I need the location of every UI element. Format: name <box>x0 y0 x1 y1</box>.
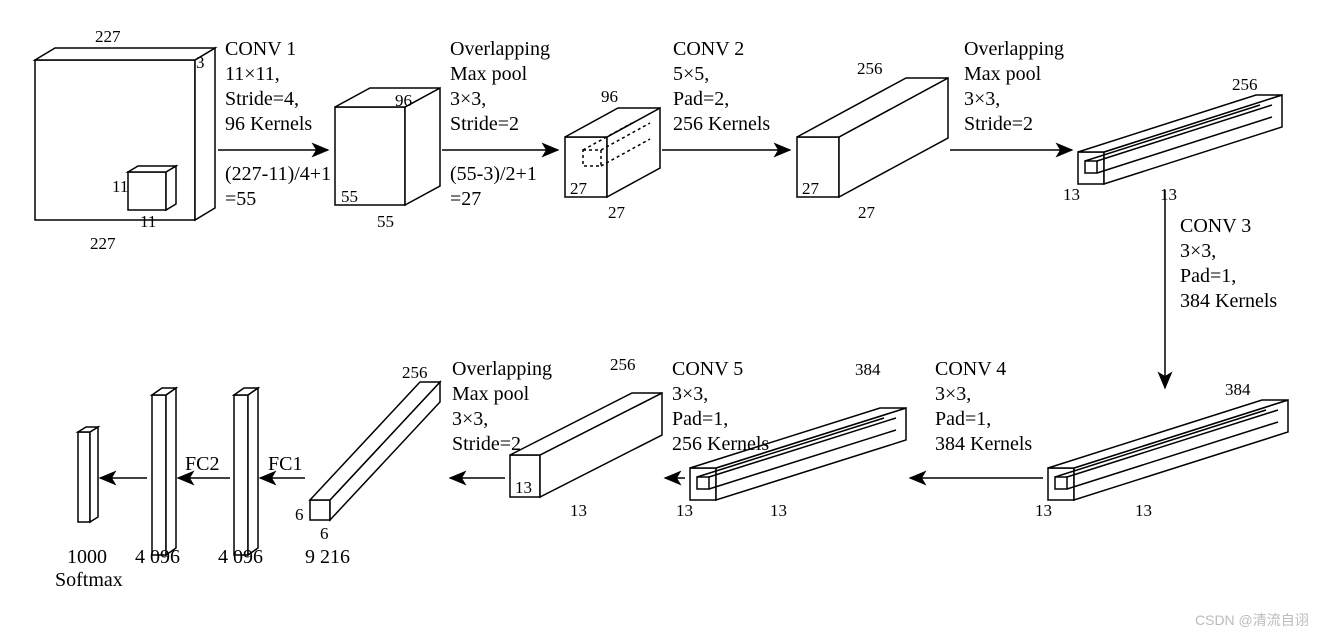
svg-text:=55: =55 <box>225 188 256 210</box>
svg-text:384: 384 <box>1225 380 1251 399</box>
svg-text:Pad=2,: Pad=2, <box>673 88 729 110</box>
block-27: 27 27 96 <box>565 87 660 222</box>
svg-text:384: 384 <box>855 360 881 379</box>
kernel-h: 11 <box>112 177 128 196</box>
svg-text:27: 27 <box>608 203 626 222</box>
svg-text:Max pool: Max pool <box>450 63 528 85</box>
svg-text:CONV 1: CONV 1 <box>225 38 296 60</box>
svg-text:55: 55 <box>377 212 394 231</box>
svg-text:384 Kernels: 384 Kernels <box>935 433 1032 455</box>
conv2-label: CONV 2 5×5, Pad=2, 256 Kernels <box>673 38 770 135</box>
block-27-256: 27 27 256 <box>797 59 948 222</box>
svg-text:Stride=2: Stride=2 <box>964 113 1033 135</box>
svg-text:3×3,: 3×3, <box>1180 240 1216 262</box>
conv5-label: CONV 5 3×3, Pad=1, 256 Kernels <box>672 358 769 455</box>
svg-text:96: 96 <box>601 87 618 106</box>
fc2-label: FC2 <box>185 453 219 475</box>
svg-text:13: 13 <box>1035 501 1052 520</box>
svg-text:27: 27 <box>802 179 820 198</box>
block-6: 6 6 256 9 216 <box>295 363 440 568</box>
svg-text:227: 227 <box>95 27 121 46</box>
svg-text:13: 13 <box>1135 501 1152 520</box>
svg-text:4 096: 4 096 <box>218 546 263 568</box>
svg-text:6: 6 <box>320 524 329 543</box>
svg-text:13: 13 <box>770 501 787 520</box>
svg-text:3×3,: 3×3, <box>450 88 486 110</box>
input-block: 11 11 227 227 3 <box>35 27 215 253</box>
svg-text:1000: 1000 <box>67 546 107 568</box>
svg-text:3×3,: 3×3, <box>452 408 488 430</box>
svg-text:4 096: 4 096 <box>135 546 180 568</box>
conv3-label: CONV 3 3×3, Pad=1, 384 Kernels <box>1180 215 1277 312</box>
svg-text:(227-11)/4+1: (227-11)/4+1 <box>225 163 331 185</box>
svg-text:6: 6 <box>295 505 304 524</box>
svg-text:Pad=1,: Pad=1, <box>1180 265 1236 287</box>
svg-text:27: 27 <box>570 179 588 198</box>
svg-text:Max pool: Max pool <box>964 63 1042 85</box>
in-w: 227 <box>95 27 121 46</box>
svg-text:11: 11 <box>112 177 128 196</box>
svg-text:13: 13 <box>570 501 587 520</box>
in-h: 227 <box>90 234 116 253</box>
svg-text:256: 256 <box>610 355 636 374</box>
svg-text:CONV 5: CONV 5 <box>672 358 743 380</box>
svg-text:Overlapping: Overlapping <box>450 38 550 60</box>
in-c: 3 <box>196 53 205 72</box>
svg-text:Stride=2: Stride=2 <box>450 113 519 135</box>
svg-text:Overlapping: Overlapping <box>964 38 1064 60</box>
svg-text:27: 27 <box>858 203 876 222</box>
fc1-label: FC1 <box>268 453 302 475</box>
block-13-256: 13 13 256 <box>1063 75 1282 204</box>
svg-text:5×5,: 5×5, <box>673 63 709 85</box>
svg-text:9 216: 9 216 <box>305 546 350 568</box>
svg-text:13: 13 <box>1063 185 1080 204</box>
svg-text:(55-3)/2+1: (55-3)/2+1 <box>450 163 537 185</box>
svg-text:256: 256 <box>1232 75 1258 94</box>
svg-text:13: 13 <box>676 501 693 520</box>
block-55: 55 55 96 <box>335 88 440 231</box>
conv4-label: CONV 4 3×3, Pad=1, 384 Kernels <box>935 358 1032 455</box>
svg-text:3×3,: 3×3, <box>935 383 971 405</box>
watermark: CSDN @清流自诩 <box>1195 612 1309 628</box>
block-13-384a: 13 13 384 <box>1035 380 1288 520</box>
svg-text:55: 55 <box>341 187 358 206</box>
svg-text:13: 13 <box>1160 185 1177 204</box>
svg-text:256: 256 <box>857 59 883 78</box>
svg-text:256: 256 <box>402 363 428 382</box>
svg-text:=27: =27 <box>450 188 481 210</box>
pool2-label: Overlapping Max pool 3×3, Stride=2 <box>964 38 1064 135</box>
svg-text:227: 227 <box>90 234 116 253</box>
svg-text:Pad=1,: Pad=1, <box>935 408 991 430</box>
svg-text:256 Kernels: 256 Kernels <box>672 433 769 455</box>
svg-text:256 Kernels: 256 Kernels <box>673 113 770 135</box>
svg-text:CONV 2: CONV 2 <box>673 38 744 60</box>
pool1-label: Overlapping Max pool 3×3, Stride=2 (55-3… <box>450 38 550 210</box>
svg-text:96: 96 <box>395 91 412 110</box>
kernel-w: 11 <box>140 212 156 231</box>
svg-text:Overlapping: Overlapping <box>452 358 552 380</box>
svg-text:3×3,: 3×3, <box>964 88 1000 110</box>
conv1-label: CONV 1 11×11, Stride=4, 96 Kernels (227-… <box>225 38 331 210</box>
svg-text:384 Kernels: 384 Kernels <box>1180 290 1277 312</box>
svg-text:Softmax: Softmax <box>55 569 123 591</box>
svg-text:Stride=2: Stride=2 <box>452 433 521 455</box>
svg-text:3: 3 <box>196 53 205 72</box>
svg-text:CONV 3: CONV 3 <box>1180 215 1251 237</box>
svg-text:11: 11 <box>140 212 156 231</box>
svg-text:Pad=1,: Pad=1, <box>672 408 728 430</box>
softmax-block: 1000 Softmax <box>55 427 123 591</box>
svg-text:CONV 4: CONV 4 <box>935 358 1006 380</box>
svg-text:Max pool: Max pool <box>452 383 530 405</box>
svg-text:11×11,: 11×11, <box>225 63 280 85</box>
svg-text:Stride=4,: Stride=4, <box>225 88 299 110</box>
svg-text:13: 13 <box>515 478 532 497</box>
svg-text:3×3,: 3×3, <box>672 383 708 405</box>
svg-text:96 Kernels: 96 Kernels <box>225 113 312 135</box>
